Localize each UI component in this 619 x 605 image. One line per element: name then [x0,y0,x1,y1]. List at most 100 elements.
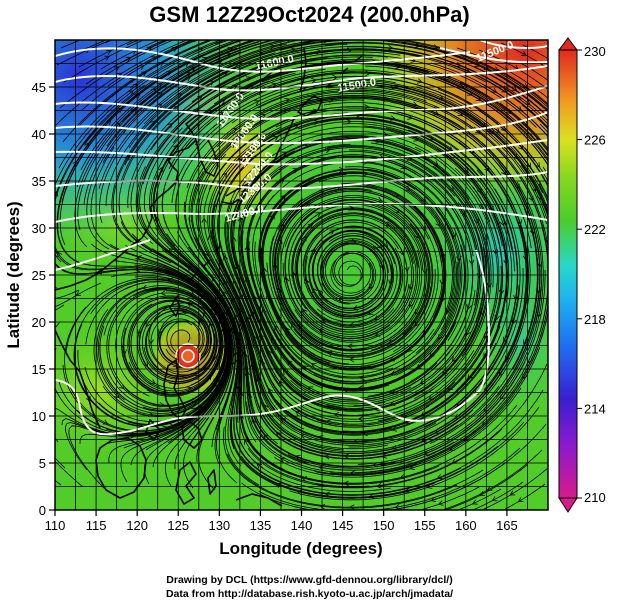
x-tick-label: 140 [291,518,313,533]
streamline-arrow [391,389,397,395]
streamline-arrow [326,350,333,357]
streamline-arrow [349,504,355,510]
streamline-arrow [324,454,330,460]
credit-data: Data from http://database.rish.kyoto-u.a… [165,588,454,600]
streamline [412,43,548,111]
colorbar-tick-label: 210 [584,490,606,505]
streamline-arrow [290,47,296,53]
streamline-arrow [142,361,149,368]
y-tick-label: 0 [39,503,46,518]
streamline-arrow [381,453,387,459]
streamline-arrow [158,62,165,67]
streamline-arrow [265,293,272,300]
streamline-arrow [382,242,389,248]
streamline-arrow [301,476,308,482]
streamline-arrow [391,426,398,432]
streamline-arrow [173,105,180,111]
streamline-arrow [148,339,154,345]
streamline [517,121,548,156]
streamline-arrow [229,361,236,367]
streamline-arrow [359,81,365,87]
streamline-arrow [128,90,134,96]
streamline-arrow [399,473,406,480]
streamline-arrow [346,118,352,125]
x-tick-label: 120 [126,518,148,533]
streamline-arrow [430,496,437,502]
y-tick-label: 45 [32,80,46,95]
streamline-arrow [524,99,531,106]
streamline-arrow [436,474,443,480]
streamline-arrow [158,328,164,335]
streamline-arrow [145,321,151,328]
streamline-arrow [283,276,290,283]
anticyclone-ring [330,252,372,294]
streamline [55,479,62,486]
streamline-arrow [303,277,310,284]
streamline-arrow [491,496,498,502]
anticyclone-ring [320,242,382,304]
streamline-arrow [254,100,260,106]
streamline [55,460,84,488]
colorbar-tick-label: 214 [584,401,606,416]
streamline [477,109,548,188]
streamline-arrow [134,266,141,273]
streamline-arrow [186,386,193,392]
streamline [481,83,548,138]
streamline [302,40,548,108]
streamline [148,40,166,48]
streamline-arrow [347,343,353,349]
streamline-arrow [499,220,505,227]
streamline-arrow [517,497,524,503]
x-axis-label: Longitude (degrees) [219,539,382,558]
streamline [104,40,113,44]
streamline-arrow [156,103,163,109]
streamline-arrow [501,87,508,93]
streamline-arrow [307,223,314,229]
streamline [543,106,548,112]
colorbar-tick-label: 222 [584,222,606,237]
streamline-arrow [476,187,482,194]
colorbar: 230 226 222 218 214 210 [558,37,606,513]
map-title: GSM 12Z29Oct2024 (200.0hPa) [149,2,470,27]
x-tick-label: 145 [332,518,354,533]
streamline-arrow [342,387,349,393]
streamline-arrow [229,142,236,149]
streamline-arrow [272,263,278,269]
streamline-arrow [457,111,464,117]
streamline-arrow [511,85,518,92]
streamline-arrow [55,190,59,197]
streamline [55,321,61,329]
streamline-arrow [260,113,267,119]
streamline-arrow [75,291,82,297]
streamline [390,41,548,113]
streamline-arrow [85,395,92,402]
streamline-arrow [281,151,288,157]
streamline-arrow [225,52,232,58]
streamline-arrow [276,287,282,293]
streamline-arrow [160,290,166,296]
streamline-arrow [447,385,453,391]
streamline-arrow [479,310,485,316]
streamline [210,40,302,71]
streamline-arrow [141,284,148,290]
streamline [444,464,528,510]
streamline-arrow [511,318,517,325]
streamline-arrow [448,185,455,192]
streamline-arrow [348,356,355,363]
streamline-arrow [390,115,396,121]
streamline-arrow [534,162,540,168]
streamline-arrow [471,499,478,505]
streamline-arrow [202,56,208,62]
streamline-arrow [280,194,287,201]
streamline-arrow [207,234,214,241]
streamline-arrow [149,120,156,126]
streamline-arrow [72,160,78,166]
streamline-arrow [261,266,268,273]
streamline-arrow [231,236,237,242]
streamline-arrow [509,490,516,496]
x-tick-label: 110 [45,518,66,533]
streamline-arrow [389,356,396,362]
streamline-arrow [114,66,120,72]
streamline [144,40,196,65]
